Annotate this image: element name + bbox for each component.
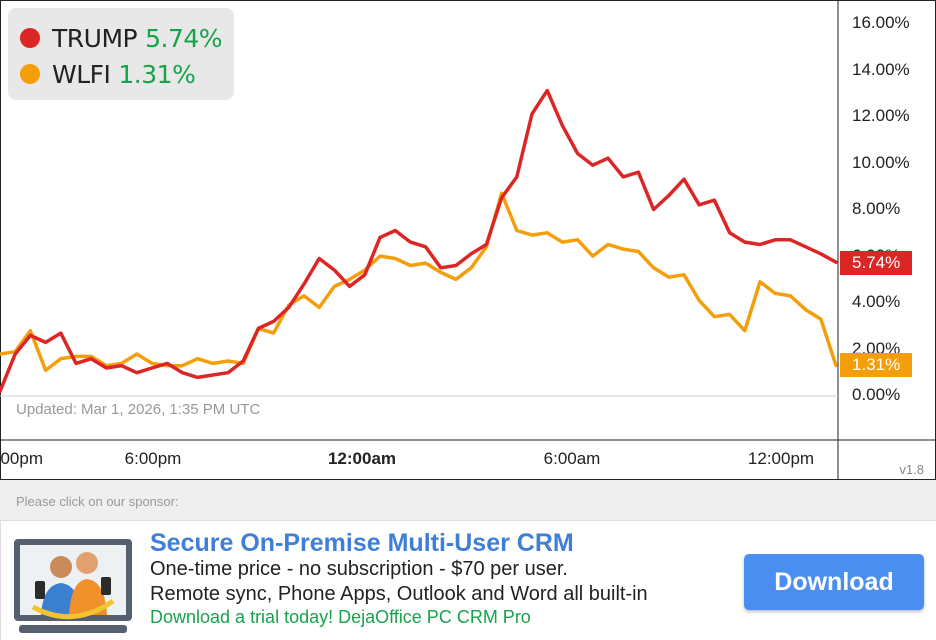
legend-item-wlfi: WLFI 1.31% xyxy=(20,56,234,92)
x-tick-label: 12:00pm xyxy=(747,449,815,468)
x-tick-label: :00pm xyxy=(0,449,43,468)
y-tick-label: 16.00% xyxy=(852,13,910,32)
y-tick-label: 8.00% xyxy=(852,199,901,218)
y-tick-label: 10.00% xyxy=(852,153,910,172)
x-tick-label: 12:00am xyxy=(327,449,397,468)
legend-value: 1.31% xyxy=(118,59,196,89)
ad-line: Remote sync, Phone Apps, Outlook and Wor… xyxy=(150,583,648,605)
series-line-wlfi xyxy=(0,191,838,373)
legend-name: WLFI xyxy=(52,59,111,89)
x-tick-label: 6:00am xyxy=(543,449,601,468)
legend-name: TRUMP xyxy=(52,23,138,53)
y-tick-label: 12.00% xyxy=(852,106,910,125)
ad-cta-text[interactable]: Download a trial today! DejaOffice PC CR… xyxy=(150,607,531,627)
legend-value: 5.74% xyxy=(145,23,223,53)
legend-swatch-trump xyxy=(20,28,40,48)
price-chart xyxy=(0,0,936,480)
chart-legend: TRUMP 5.74% WLFI 1.31% xyxy=(8,8,234,100)
sponsor-bar: Please click on our sponsor: xyxy=(0,480,936,520)
trump-last-price-tag: 5.74% xyxy=(840,251,912,275)
updated-timestamp: Updated: Mar 1, 2026, 1:35 PM UTC xyxy=(16,401,261,418)
ad-title[interactable]: Secure On-Premise Multi-User CRM xyxy=(150,529,574,557)
sponsor-label: Please click on our sponsor: xyxy=(16,494,179,509)
x-tick-label: 6:00pm xyxy=(124,449,182,468)
version-label: v1.8 xyxy=(899,462,924,477)
crm-logo-icon xyxy=(14,539,132,633)
y-tick-label: 0.00% xyxy=(852,385,901,404)
download-button[interactable]: Download xyxy=(744,554,924,610)
wlfi-last-price-tag: 1.31% xyxy=(840,353,912,377)
ad-line: One-time price - no subscription - $70 p… xyxy=(150,558,568,580)
legend-swatch-wlfi xyxy=(20,64,40,84)
sponsor-ad[interactable]: Secure On-Premise Multi-User CRM One-tim… xyxy=(0,520,936,640)
y-tick-label: 14.00% xyxy=(852,60,910,79)
legend-item-trump: TRUMP 5.74% xyxy=(20,20,234,56)
y-tick-label: 4.00% xyxy=(852,292,901,311)
series-line-trump xyxy=(0,88,838,394)
